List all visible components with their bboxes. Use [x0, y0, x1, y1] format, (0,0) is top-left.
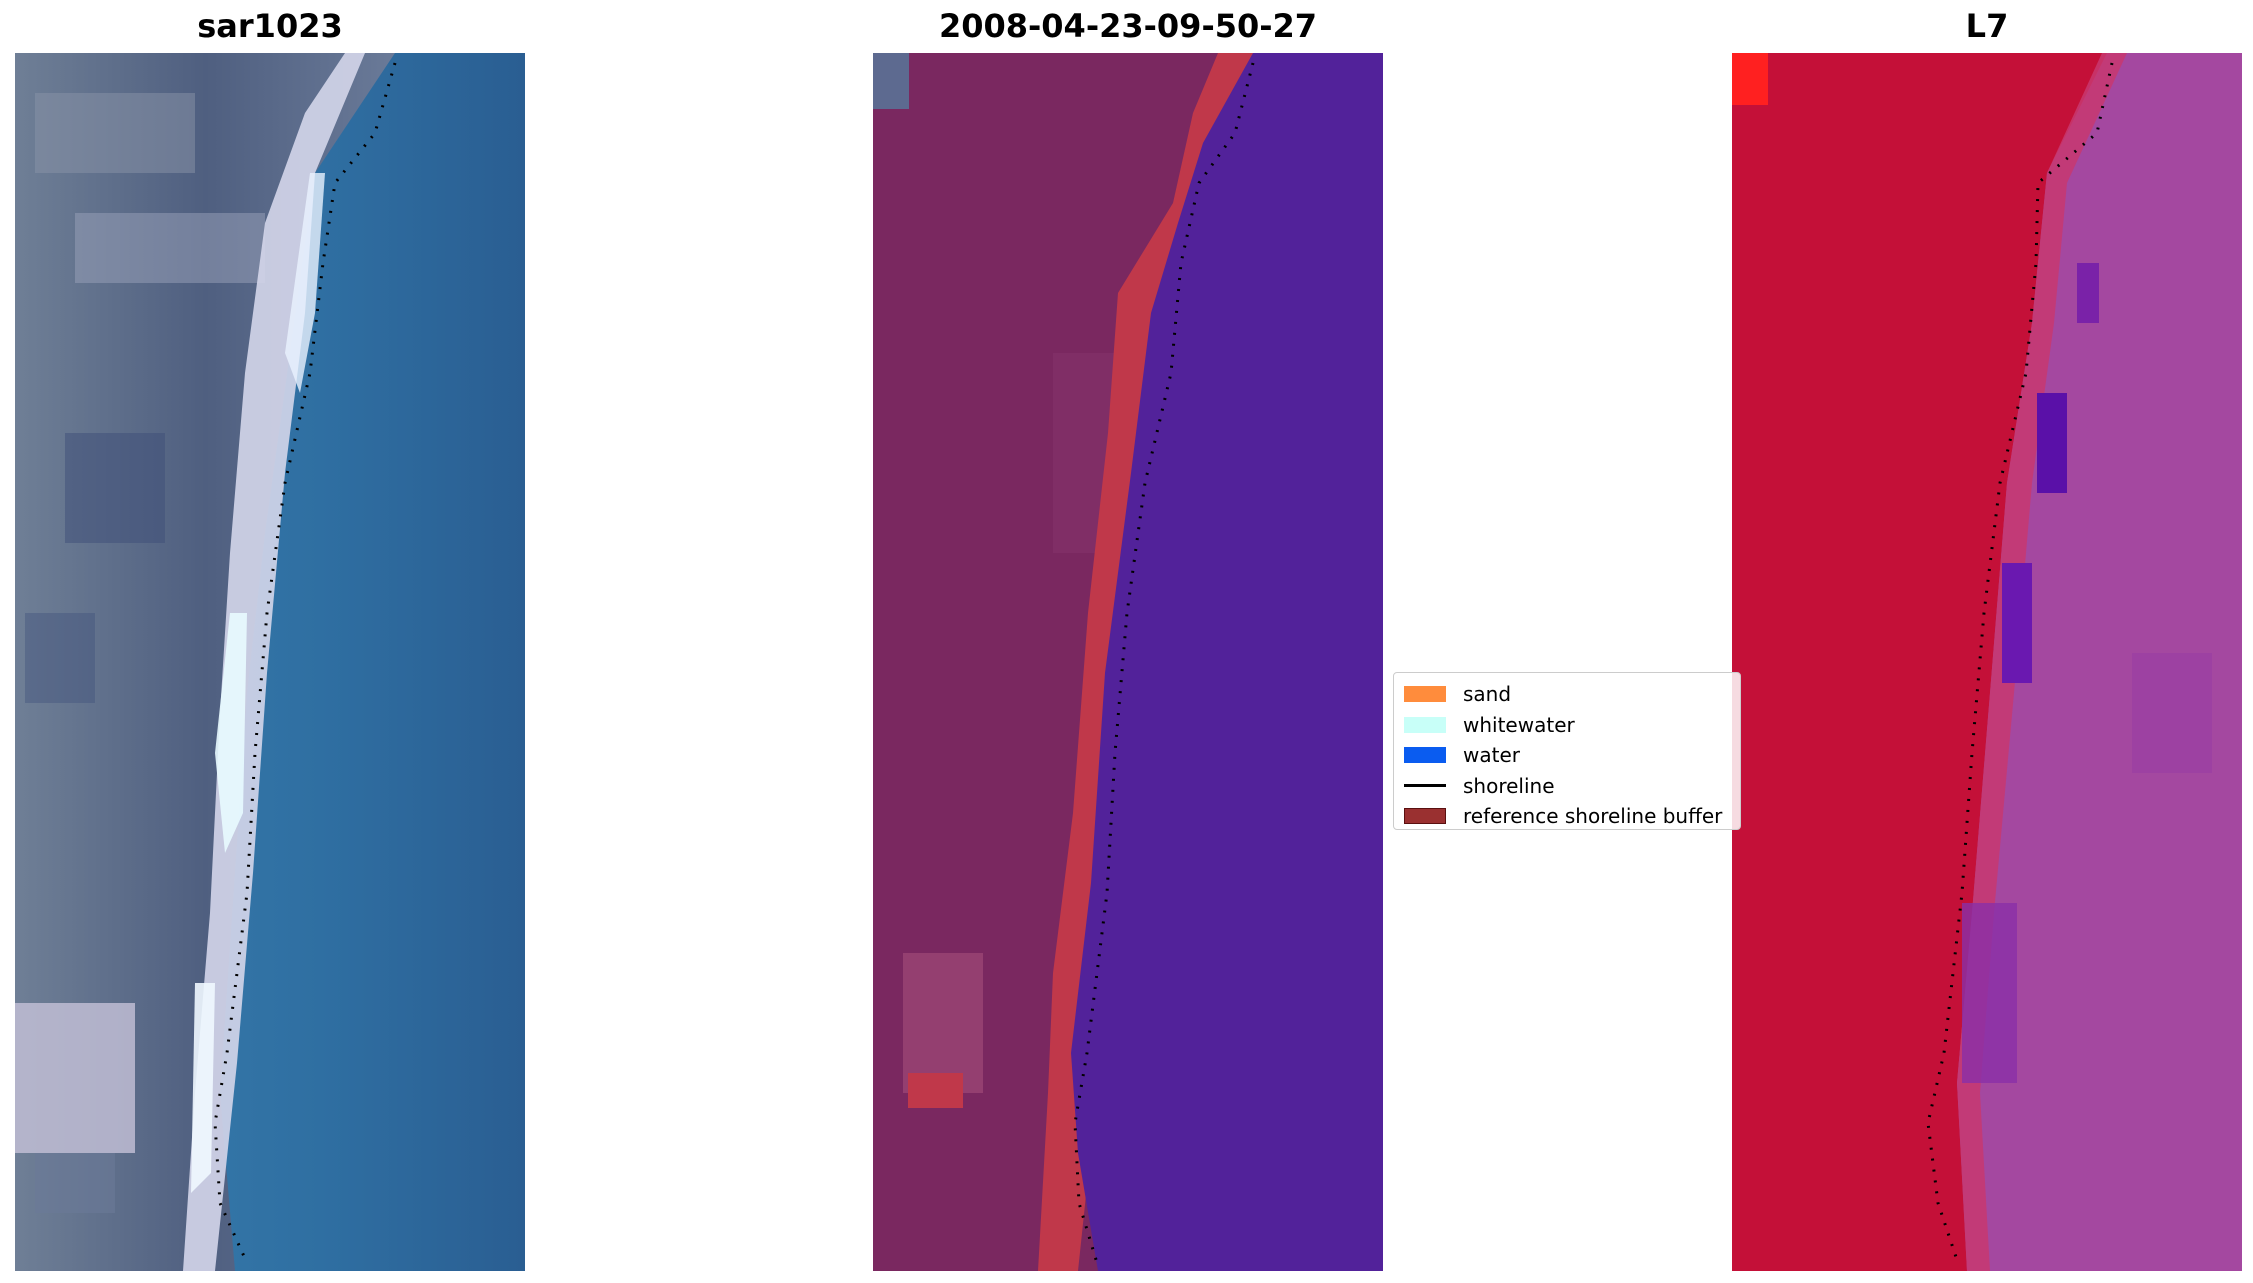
legend: sand whitewater water shoreline referenc… [1393, 672, 1741, 830]
legend-swatch-reference-buffer [1404, 808, 1446, 825]
legend-item-reference-buffer: reference shoreline buffer [1404, 801, 1730, 832]
classified-image [873, 53, 1383, 1271]
legend-label-sand: sand [1463, 682, 1512, 707]
legend-item-whitewater: whitewater [1404, 710, 1730, 741]
rgb-image-panel [15, 53, 525, 1271]
legend-label-whitewater: whitewater [1463, 712, 1575, 737]
legend-item-sand: sand [1404, 679, 1730, 710]
panel-title-rgb: sar1023 [197, 7, 343, 45]
false-colour-image [1732, 53, 2242, 1271]
legend-line-shoreline [1404, 784, 1446, 788]
false-colour-image-panel [1732, 53, 2242, 1271]
legend-label-reference-buffer: reference shoreline buffer [1463, 804, 1723, 829]
legend-swatch-sand [1404, 686, 1446, 703]
panel-title-classified: 2008-04-23-09-50-27 [938, 7, 1318, 45]
classified-image-panel [873, 53, 1383, 1271]
legend-item-shoreline: shoreline [1404, 771, 1730, 802]
legend-swatch-water [1404, 747, 1446, 764]
legend-label-shoreline: shoreline [1463, 773, 1555, 798]
legend-label-water: water [1463, 743, 1520, 768]
panel-title-false-colour: L7 [1965, 7, 2009, 45]
legend-swatch-whitewater [1404, 716, 1446, 733]
legend-item-water: water [1404, 740, 1730, 771]
rgb-image [15, 53, 525, 1271]
